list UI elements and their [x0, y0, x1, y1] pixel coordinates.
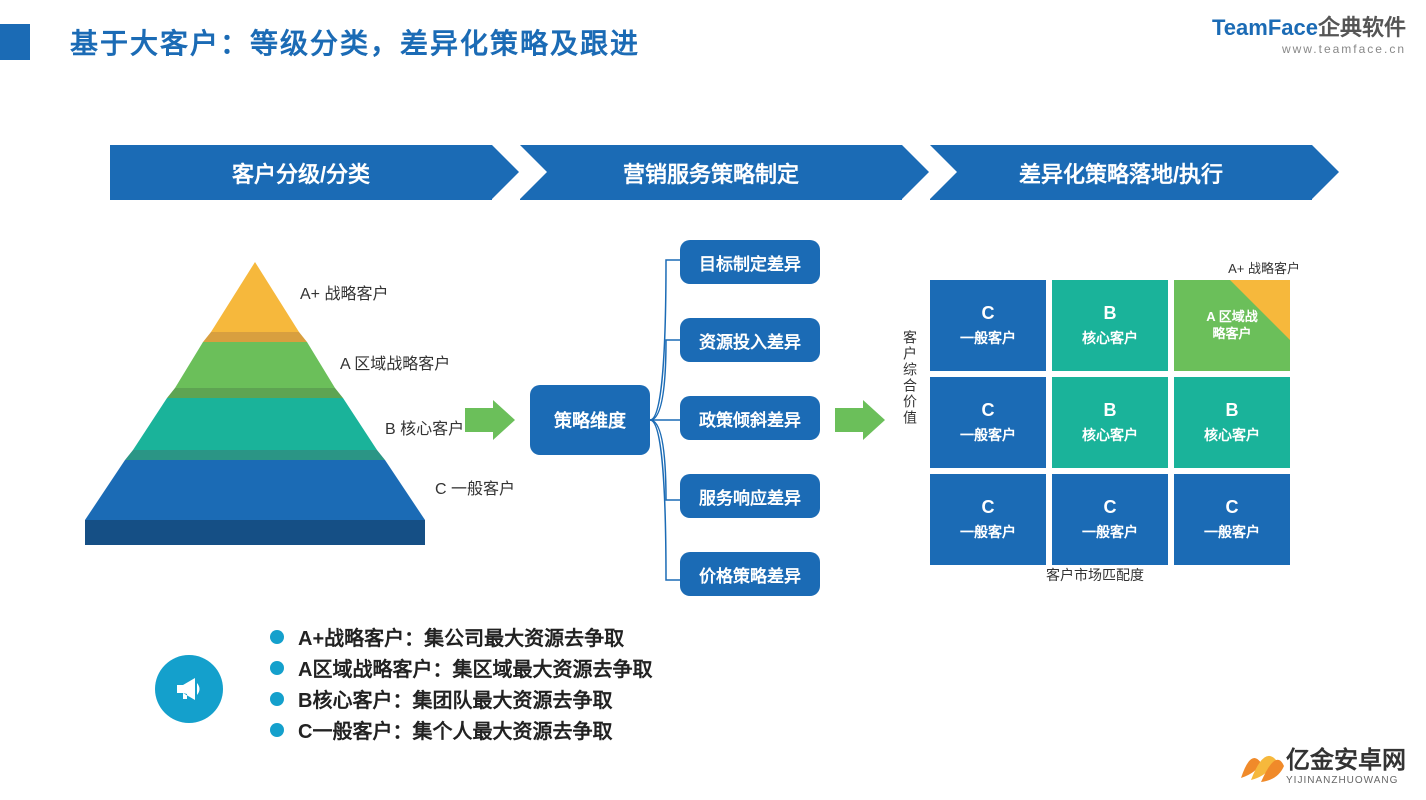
- matrix-cell: C一般客户: [1174, 474, 1290, 565]
- matrix-cell: C一般客户: [930, 377, 1046, 468]
- matrix-y-axis: 客户综合价值: [900, 330, 920, 426]
- flow-step-2: 营销服务策略制定: [520, 145, 902, 200]
- matrix-cell: B核心客户: [1052, 377, 1168, 468]
- bullet-dot-icon: [270, 661, 284, 675]
- pyramid: A+ 战略客户 A 区域战略客户 B 核心客户 C 一般客户: [85, 250, 425, 550]
- flow-step-3: 差异化策略落地/执行: [930, 145, 1312, 200]
- flow-step-1: 客户分级/分类: [110, 145, 492, 200]
- strategy-center: 策略维度: [530, 385, 650, 455]
- arrow-2: [835, 400, 885, 440]
- brand-cn: 企典软件: [1318, 15, 1406, 40]
- bullet-item: A+战略客户：集公司最大资源去争取: [270, 622, 652, 651]
- flow-arrows: 客户分级/分类 营销服务策略制定 差异化策略落地/执行: [110, 145, 1340, 200]
- matrix-cell: B核心客户: [1174, 377, 1290, 468]
- bullet-item: B核心客户：集团队最大资源去争取: [270, 684, 652, 713]
- bullet-item: C一般客户：集个人最大资源去争取: [270, 715, 652, 744]
- diff-box-5: 价格策略差异: [680, 552, 820, 596]
- bullet-item: A区域战略客户：集区域最大资源去争取: [270, 653, 652, 682]
- bullet-list: A+战略客户：集公司最大资源去争取 A区域战略客户：集区域最大资源去争取 B核心…: [270, 622, 652, 746]
- brand-name: TeamFace企典软件: [1212, 10, 1406, 42]
- matrix-cell-a: A 区域战略客户: [1174, 280, 1290, 371]
- pyramid-label-3: B 核心客户: [385, 415, 464, 439]
- connector-lines: [648, 240, 683, 600]
- bullet-dot-icon: [270, 723, 284, 737]
- matrix-cell: C一般客户: [930, 280, 1046, 371]
- matrix-grid: C一般客户 B核心客户 A 区域战略客户 C一般客户 B核心客户 B核心客户 C…: [930, 280, 1290, 565]
- matrix-corner-label: A+ 战略客户: [1228, 258, 1300, 277]
- matrix-cell: B核心客户: [1052, 280, 1168, 371]
- diff-box-1: 目标制定差异: [680, 240, 820, 284]
- matrix: A+ 战略客户 客户综合价值 C一般客户 B核心客户 A 区域战略客户 C一般客…: [900, 280, 1290, 580]
- watermark-cn: 亿金安卓网: [1286, 740, 1406, 775]
- diff-box-4: 服务响应差异: [680, 474, 820, 518]
- matrix-cell: C一般客户: [930, 474, 1046, 565]
- page-title: 基于大客户：等级分类，差异化策略及跟进: [70, 22, 640, 62]
- bullet-dot-icon: [270, 630, 284, 644]
- brand-url: www.teamface.cn: [1212, 42, 1406, 56]
- pyramid-label-4: C 一般客户: [435, 475, 515, 499]
- title-bar: 基于大客户：等级分类，差异化策略及跟进: [0, 22, 640, 62]
- diff-box-2: 资源投入差异: [680, 318, 820, 362]
- pyramid-label-2: A 区域战略客户: [340, 350, 450, 374]
- diff-box-3: 政策倾斜差异: [680, 396, 820, 440]
- watermark: 亿金安卓网 YIJINANZHUOWANG: [1236, 738, 1406, 788]
- title-accent-block: [0, 24, 30, 60]
- matrix-x-axis: 客户市场匹配度: [1046, 565, 1144, 585]
- pyramid-label-1: A+ 战略客户: [300, 280, 388, 304]
- watermark-py: YIJINANZHUOWANG: [1286, 775, 1406, 786]
- arrow-1: [465, 400, 515, 440]
- megaphone-icon: [155, 655, 223, 723]
- brand-block: TeamFace企典软件 www.teamface.cn: [1212, 10, 1406, 56]
- watermark-icon: [1236, 738, 1286, 788]
- bullet-dot-icon: [270, 692, 284, 706]
- matrix-cell: C一般客户: [1052, 474, 1168, 565]
- brand-en: TeamFace: [1212, 15, 1318, 40]
